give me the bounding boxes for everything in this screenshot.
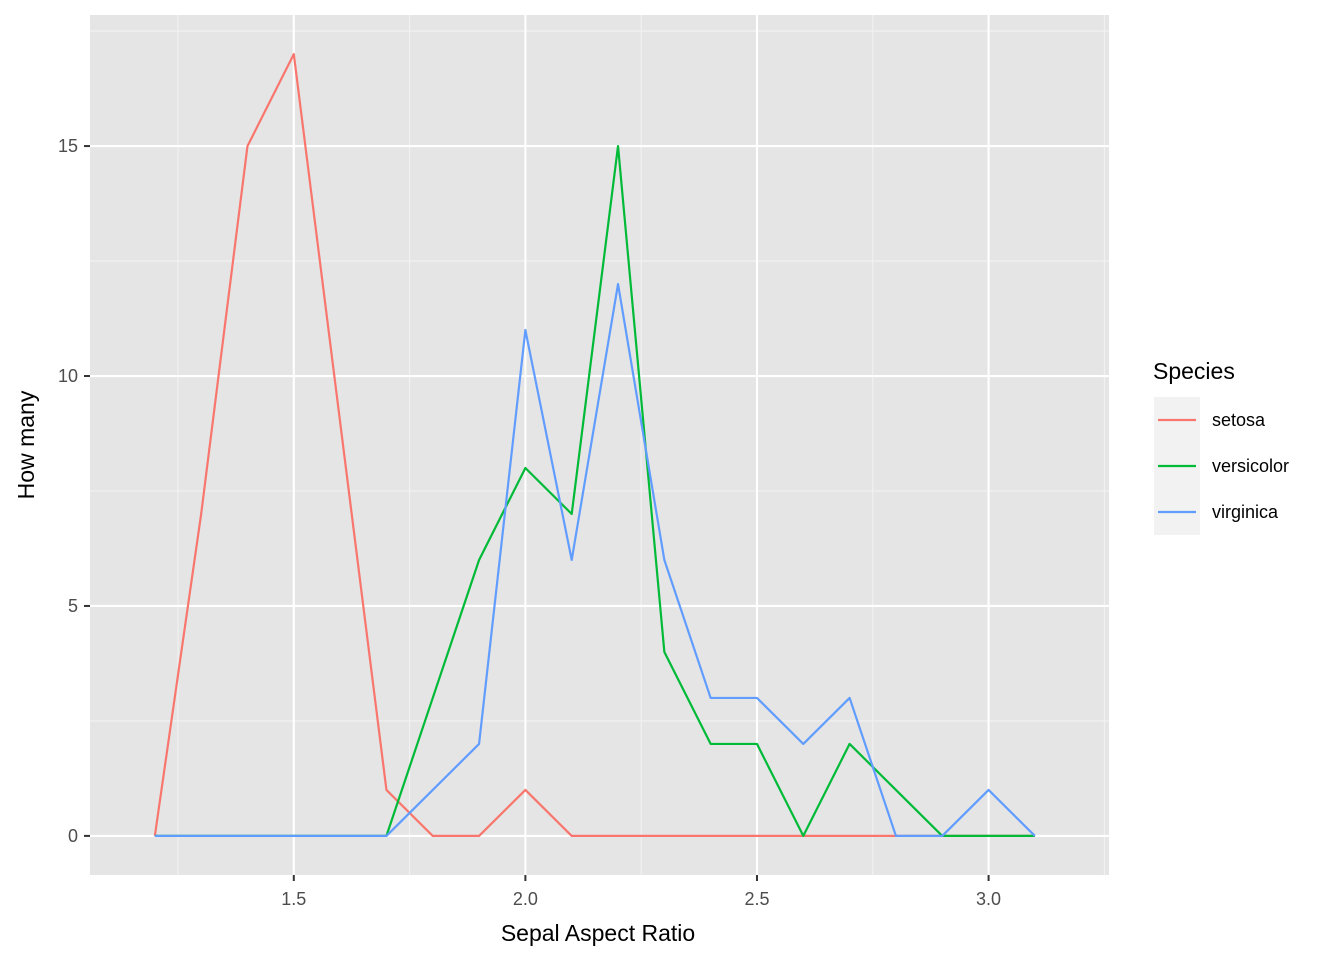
minor-gridlines bbox=[90, 15, 1109, 875]
y-axis: 0 5 10 15 bbox=[58, 136, 90, 846]
x-axis-title: Sepal Aspect Ratio bbox=[501, 920, 695, 946]
y-axis-title: How many bbox=[13, 390, 39, 499]
plot-panel bbox=[90, 15, 1109, 875]
y-tick-label: 15 bbox=[58, 136, 78, 156]
series-line-setosa bbox=[153, 52, 1035, 838]
x-tick-label: 3.0 bbox=[976, 889, 1001, 909]
y-tick-label: 0 bbox=[68, 826, 78, 846]
legend-label-virginica: virginica bbox=[1212, 502, 1279, 522]
legend-title: Species bbox=[1153, 358, 1235, 384]
y-tick-label: 10 bbox=[58, 366, 78, 386]
x-tick-label: 1.5 bbox=[281, 889, 306, 909]
legend-label-versicolor: versicolor bbox=[1212, 456, 1289, 476]
legend: Species setosa versicolor virginica bbox=[1153, 358, 1289, 535]
series-line-virginica bbox=[154, 282, 1036, 838]
series-lines bbox=[153, 52, 1036, 838]
x-tick-label: 2.5 bbox=[744, 889, 769, 909]
x-axis: 1.5 2.0 2.5 3.0 bbox=[281, 875, 1001, 909]
y-tick-label: 5 bbox=[68, 596, 78, 616]
x-tick-label: 2.0 bbox=[513, 889, 538, 909]
legend-label-setosa: setosa bbox=[1212, 410, 1266, 430]
